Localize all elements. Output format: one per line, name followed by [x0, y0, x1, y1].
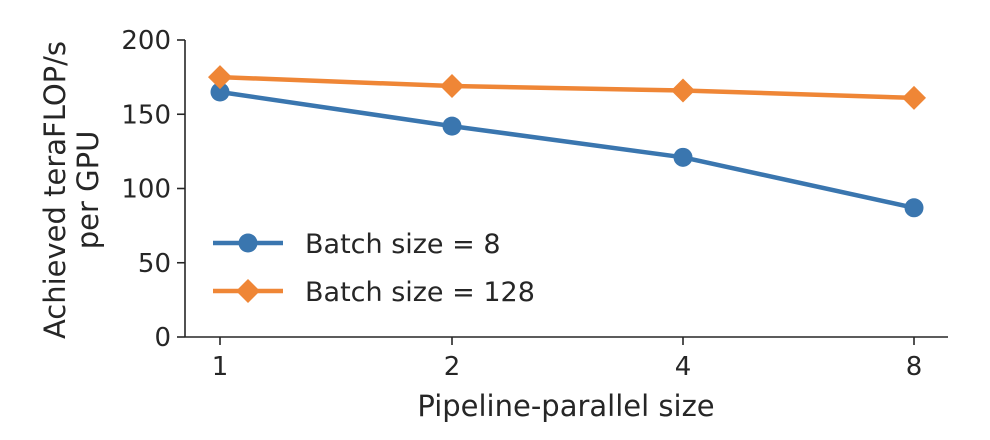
- y-tick-label: 150: [121, 100, 171, 130]
- data-point: [442, 116, 462, 136]
- y-tick-label: 100: [121, 175, 171, 205]
- x-ticks: 1 2 4 8: [212, 337, 923, 382]
- data-point: [671, 78, 695, 103]
- data-point: [440, 74, 464, 99]
- y-tick-label: 200: [121, 26, 171, 56]
- series-1: [210, 82, 924, 218]
- legend-marker: [236, 279, 260, 303]
- series-layer: [208, 65, 926, 218]
- x-tick-label: 1: [212, 352, 229, 382]
- data-point: [210, 82, 230, 102]
- legend-label: Batch size = 128: [305, 277, 535, 308]
- legend-label: Batch size = 8: [305, 229, 501, 260]
- y-axis-label: Achieved teraFLOP/s: [38, 41, 72, 339]
- y-axis-label-line-2: per GPU: [71, 131, 105, 250]
- x-tick-label: 8: [906, 352, 923, 382]
- legend-entry: Batch size = 128: [213, 277, 535, 308]
- y-axis-label-line-2-text: per GPU: [71, 131, 105, 250]
- y-tick-label: 50: [138, 249, 171, 279]
- series-2: [208, 65, 926, 110]
- legend-marker: [238, 233, 258, 253]
- legend-entry: Batch size = 8: [213, 229, 501, 260]
- data-point: [208, 65, 232, 90]
- x-axis-label: Pipeline-parallel size: [417, 389, 714, 423]
- x-tick-label: 2: [444, 352, 461, 382]
- data-point: [673, 147, 693, 167]
- data-point: [902, 85, 926, 110]
- series-line: [217, 89, 917, 211]
- x-tick-label: 4: [675, 352, 692, 382]
- y-ticks: 0 50 100 150 200: [121, 26, 185, 353]
- series-line: [217, 74, 917, 101]
- legend: Batch size = 8 Batch size = 128: [213, 229, 535, 308]
- y-tick-label: 0: [154, 323, 171, 353]
- y-axis-label-line-1: Achieved teraFLOP/s: [38, 41, 72, 339]
- data-point: [904, 198, 924, 218]
